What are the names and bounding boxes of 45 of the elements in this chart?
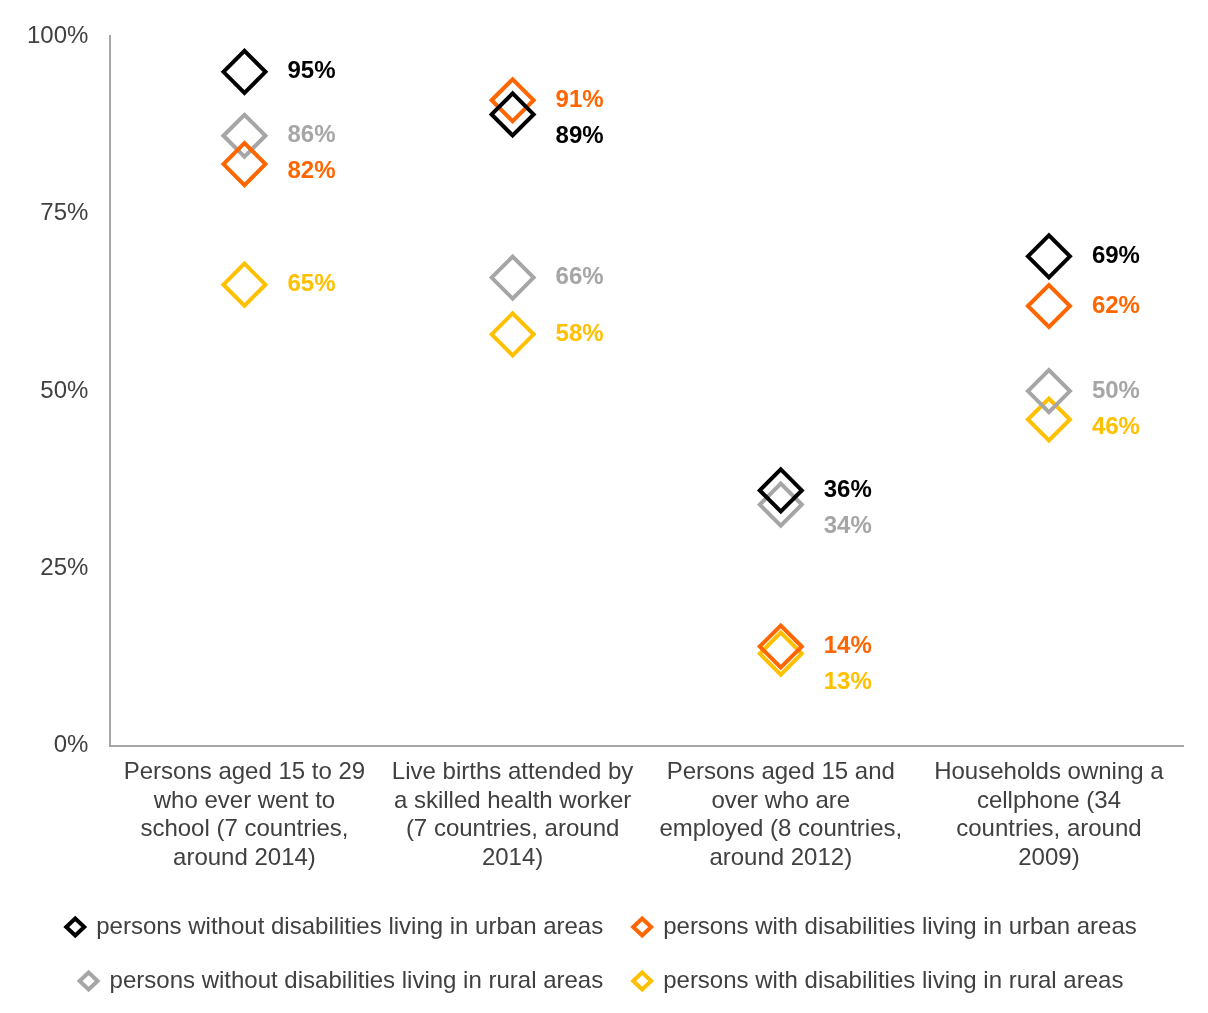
point — [757, 467, 804, 514]
point — [1025, 396, 1072, 443]
point — [221, 48, 268, 95]
point — [489, 91, 536, 138]
point — [757, 630, 804, 677]
data-label: 66% — [555, 262, 604, 290]
point — [221, 112, 268, 159]
data-label: 36% — [823, 475, 872, 503]
data-label: 91% — [555, 84, 604, 112]
y-tick-label: 50% — [40, 375, 89, 403]
legend-label: persons without disabilities living in rural areas — [109, 965, 604, 993]
data-label: 14% — [823, 631, 872, 659]
point — [757, 481, 804, 528]
x-tick-label: Persons aged 15 to 29 who ever went to school (7 countries, around 2014) — [123, 756, 366, 871]
y-tick-label: 75% — [40, 198, 89, 226]
data-label: 58% — [555, 318, 604, 346]
data-label: 86% — [287, 120, 336, 148]
y-tick-label: 100% — [26, 21, 89, 49]
legend-label: persons with disabilities living in rural areas — [663, 965, 1124, 993]
point — [1025, 233, 1072, 280]
data-label: 65% — [287, 269, 336, 297]
y-tick-label: 25% — [40, 553, 89, 581]
data-label: 69% — [1091, 240, 1140, 268]
y-tick-label: 0% — [53, 730, 89, 758]
data-label: 50% — [1091, 375, 1140, 403]
x-tick-label: Persons aged 15 and over who are employed (8 countries, around 2012) — [659, 756, 903, 871]
x-tick-label: Live births attended by a skilled health worker (7 countries, around 2014) — [391, 756, 634, 871]
data-label: 89% — [555, 120, 604, 148]
data-label: 13% — [823, 667, 872, 695]
x-tick-label: Households owning a cellphone (34 countries, around 2009) — [934, 756, 1165, 871]
data-label: 95% — [287, 56, 336, 84]
point — [489, 254, 536, 301]
data-label: 34% — [823, 511, 872, 539]
point — [757, 623, 804, 670]
data-label: 62% — [1091, 290, 1140, 318]
legend-label: persons without disabilities living in urban areas — [96, 911, 604, 939]
point — [489, 77, 536, 124]
point — [221, 261, 268, 308]
point — [1025, 368, 1072, 415]
legend-label: persons with disabilities living in urban areas — [663, 911, 1137, 939]
point — [489, 311, 536, 358]
data-label: 82% — [287, 156, 336, 184]
point — [221, 141, 268, 188]
point — [1025, 282, 1072, 329]
data-label: 46% — [1091, 411, 1140, 439]
